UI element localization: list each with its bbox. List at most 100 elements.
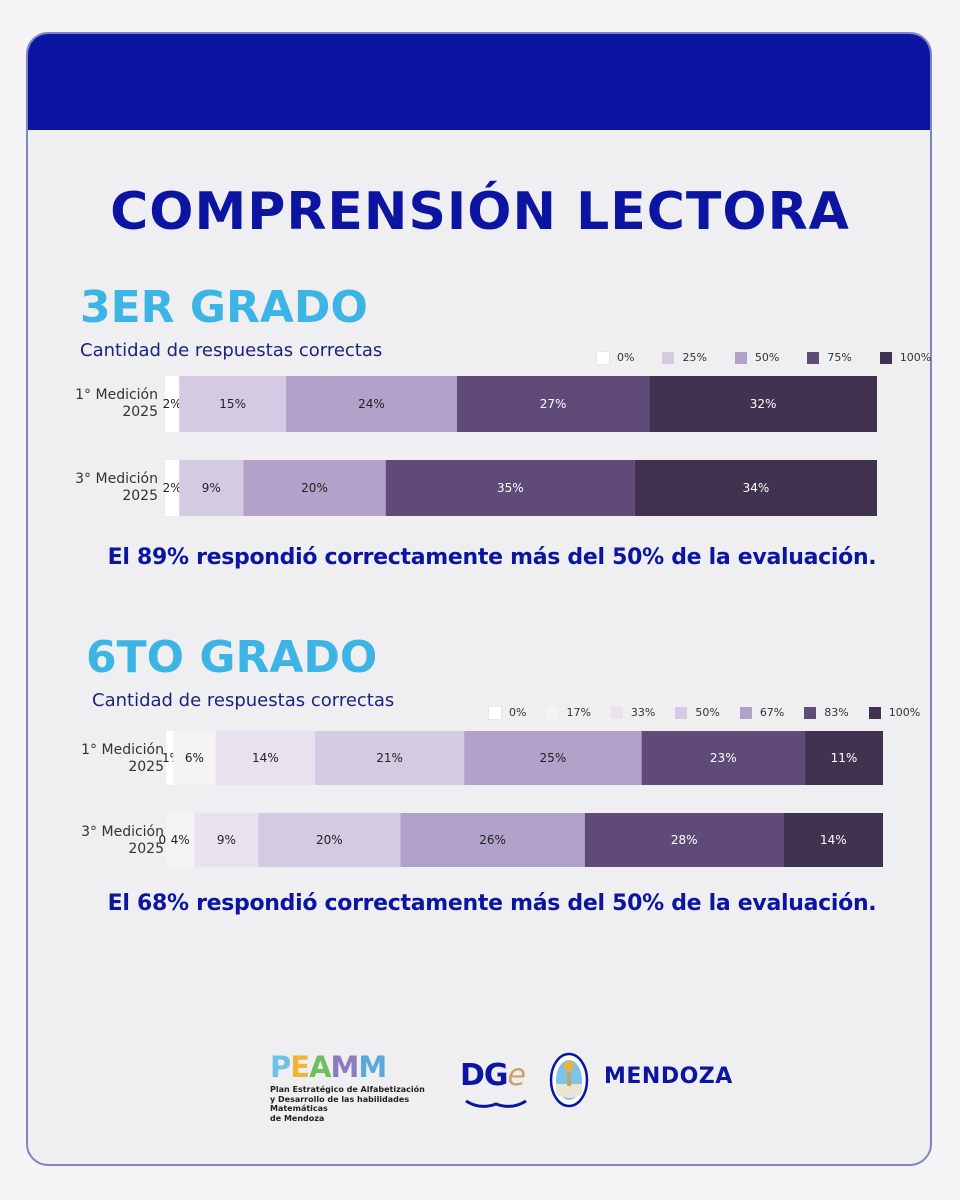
legend-item: 67% (739, 706, 785, 719)
legend-label: 50% (754, 351, 780, 364)
row-label-line: 2025 (128, 841, 164, 857)
peamm-caption: Plan Estratégico de Alfabetización y Des… (270, 1085, 460, 1123)
bar-data-label: 9% (217, 833, 236, 847)
bar-data-label: 35% (497, 481, 524, 495)
bar-data-label: 11% (831, 751, 858, 765)
section-title-6to-grado: 6TO GRADO (86, 632, 378, 683)
bar-data-label: 14% (252, 751, 279, 765)
legend-swatch (739, 706, 752, 719)
bar-segment (783, 813, 883, 867)
bar-segment (385, 460, 635, 516)
peamm-letter: M (330, 1050, 360, 1084)
bar-data-label: 6% (185, 751, 204, 765)
bar-data-label: 2% (163, 397, 182, 411)
legend-label: 100% (899, 351, 932, 364)
legend-swatch (804, 706, 817, 719)
bar-data-label: 14% (820, 833, 847, 847)
legend-label: 25% (682, 351, 707, 364)
row-label-1-medicion: 1° Medición 2025 (8, 387, 158, 421)
section-title-3er-grado: 3ER GRADO (80, 282, 368, 333)
mendoza-wordmark: MENDOZA (604, 1064, 733, 1089)
card (26, 32, 932, 1166)
bar-segment (165, 460, 180, 516)
bar-data-label: 20% (301, 481, 328, 495)
mendoza-coat-of-arms-icon (549, 1052, 589, 1108)
legend-label: 100% (888, 706, 921, 719)
legend-item: 50% (734, 351, 780, 364)
bar-data-label: 9% (202, 481, 221, 495)
legend-label: 0% (617, 351, 635, 364)
bar-segment (584, 813, 784, 867)
bar-data-label: 2% (163, 481, 182, 495)
bar-data-label: 32% (750, 397, 777, 411)
row-label-line: 2025 (128, 759, 164, 775)
bar-segment (258, 813, 401, 867)
legend-label: 50% (695, 706, 720, 719)
legend-swatch (662, 351, 675, 364)
legend-item: 17% (546, 706, 591, 719)
row-label-line: 1° Medición (75, 387, 158, 403)
legend-3er-grado: 0% 25% 50% 75% 100% (596, 350, 959, 365)
row-label-line: 3° Medición (81, 824, 164, 840)
bar-segment (173, 731, 216, 785)
chart-subtitle-6to-grado: Cantidad de respuestas correctas (92, 690, 395, 711)
peamm-letter: P (270, 1050, 291, 1084)
bar-data-label: 26% (479, 833, 506, 847)
bar-segment (179, 460, 244, 516)
legend-swatch (807, 351, 820, 364)
legend-item: 100% (868, 706, 921, 719)
row-label-line: 3° Medición (75, 471, 158, 487)
peamm-caption-line: y Desarrollo de las habilidades Matemáti… (270, 1094, 410, 1114)
bar-segment (634, 460, 877, 516)
legend-swatch (734, 351, 747, 364)
peamm-caption-line: Plan Estratégico de Alfabetización (270, 1085, 425, 1094)
legend-item: 0% (488, 705, 527, 720)
chart-subtitle-3er-grado: Cantidad de respuestas correctas (80, 340, 383, 361)
legend-swatch (610, 706, 623, 719)
bar-segment (179, 376, 287, 432)
peamm-letter: E (290, 1050, 310, 1084)
bar-data-label: 23% (710, 751, 737, 765)
bar-data-label: 24% (358, 397, 385, 411)
bar-data-label: 15% (219, 397, 246, 411)
row-label-1-medicion: 1° Medición 2025 (14, 742, 164, 776)
legend-label: 75% (827, 351, 852, 364)
legend-label: 83% (824, 706, 849, 719)
legend-item: 0% (596, 350, 635, 365)
bar-segment (166, 731, 174, 785)
bar-segment (464, 731, 642, 785)
legend-label: 33% (630, 706, 656, 719)
row-label-3-medicion: 3° Medición 2025 (8, 471, 158, 505)
legend-swatch (675, 706, 688, 719)
legend-swatch (868, 706, 881, 719)
legend-item: 75% (807, 351, 852, 364)
peamm-caption-line: de Mendoza (270, 1113, 325, 1123)
stacked-bar-chart-6to-grado: 1%6%14%21%25%23%11%0%4%9%20%26%28%14% (158, 731, 883, 867)
bar-segment (456, 376, 650, 432)
row-label-line: 2025 (122, 488, 158, 504)
bar-segment (166, 813, 195, 867)
legend-label: 0% (509, 706, 527, 719)
legend-item: 83% (804, 706, 849, 719)
stacked-bar-chart-3er-grado: 2% 15% 24% 27% 32% 2% 9% 20% 35% 34% (163, 376, 877, 516)
bar-segment (804, 731, 883, 785)
legend-swatch (546, 706, 559, 719)
summary-6to-grado: El 68% respondió correctamente más del 5… (107, 891, 877, 916)
bar-segment (315, 731, 465, 785)
bar-segment (400, 813, 585, 867)
header-band (28, 34, 930, 130)
row-label-line: 1° Medición (81, 742, 164, 758)
legend-label: 67% (759, 706, 785, 719)
bar-data-label: 20% (316, 833, 343, 847)
bar-segment (649, 376, 877, 432)
legend-swatch (879, 351, 892, 364)
bar-segment (286, 376, 457, 432)
bar-data-label: 27% (540, 397, 567, 411)
peamm-letter: A (309, 1050, 331, 1084)
bar-segment (215, 731, 316, 785)
page-title: COMPRENSIÓN LECTORA (110, 182, 850, 242)
dge-e-letter: e (507, 1058, 526, 1093)
